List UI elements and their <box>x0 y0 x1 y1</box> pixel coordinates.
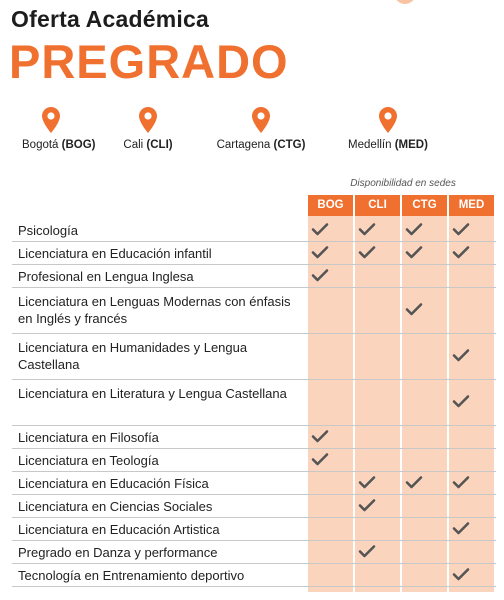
program-name: Licenciatura en Ciencias Sociales <box>18 499 213 514</box>
program-name: Psicología <box>18 223 78 238</box>
decorative-circle <box>394 0 416 4</box>
program-name: Licenciatura en Filosofía <box>18 430 159 445</box>
column-header: CLI <box>355 195 400 216</box>
map-pin-icon <box>252 107 270 133</box>
checkmark-icon <box>452 522 470 535</box>
program-name: Licenciatura en Educación Artistica <box>18 522 220 537</box>
row-divider <box>12 540 496 541</box>
program-name: Licenciatura en Educación Física <box>18 476 209 491</box>
column-header: BOG <box>308 195 353 216</box>
checkmark-icon <box>452 223 470 236</box>
program-name: Pregrado en Danza y performance <box>18 545 218 560</box>
checkmark-icon <box>358 476 376 489</box>
table-row: Licenciatura en Educación Física <box>12 472 496 495</box>
location-cartagena: Cartagena (CTG) <box>213 107 309 151</box>
table-row: Licenciatura en Lenguas Modernas con énf… <box>12 288 496 334</box>
column-ctg: CTG <box>402 195 447 592</box>
checkmark-icon <box>311 223 329 236</box>
table-row: Profesional en Lengua Inglesa <box>12 265 496 288</box>
map-pin-icon <box>379 107 397 133</box>
location-cali: Cali (CLI) <box>122 107 174 151</box>
map-pin-icon <box>42 107 60 133</box>
checkmark-icon <box>405 476 423 489</box>
checkmark-icon <box>311 430 329 443</box>
checkmark-icon <box>311 453 329 466</box>
program-name: Licenciatura en Literatura y Lengua Cast… <box>18 386 287 401</box>
table-row: Licenciatura en Filosofía <box>12 426 496 449</box>
location-medellin: Medellín (MED) <box>344 107 432 151</box>
table-row: Licenciatura en Educación infantil <box>12 242 496 265</box>
checkmark-icon <box>358 246 376 259</box>
row-divider <box>12 333 496 334</box>
location-label: Cali (CLI) <box>123 139 173 151</box>
column-header: CTG <box>402 195 447 216</box>
column-cli: CLI <box>355 195 400 592</box>
checkmark-icon <box>452 395 470 408</box>
table-row: Licenciatura en Literatura y Lengua Cast… <box>12 380 496 426</box>
row-divider <box>12 471 496 472</box>
table-row: Licenciatura en Teología <box>12 449 496 472</box>
table-row: Licenciatura en Humanidades y Lengua Cas… <box>12 334 496 380</box>
checkmark-icon <box>452 246 470 259</box>
checkmark-icon <box>358 545 376 558</box>
checkmark-icon <box>452 476 470 489</box>
table-row: Licenciatura en Ciencias Sociales <box>12 495 496 518</box>
column-med: MED <box>449 195 494 592</box>
row-divider <box>12 563 496 564</box>
row-divider <box>12 448 496 449</box>
column-bog: BOG <box>308 195 353 592</box>
column-header: MED <box>449 195 494 216</box>
program-name: Licenciatura en Teología <box>18 453 159 468</box>
program-name: Profesional en Lengua Inglesa <box>18 269 194 284</box>
checkmark-icon <box>311 246 329 259</box>
page-title: Oferta Académica <box>11 6 209 32</box>
row-divider <box>12 586 496 587</box>
location-bogota: Bogotá (BOG) <box>22 107 96 151</box>
location-label: Medellín (MED) <box>348 139 428 151</box>
checkmark-icon <box>452 349 470 362</box>
table-row: Tecnología en Entrenamiento deportivo <box>12 564 496 587</box>
row-divider <box>12 287 496 288</box>
program-name: Licenciatura en Humanidades y Lengua Cas… <box>18 340 248 372</box>
page-subtitle: PREGRADO <box>9 35 289 88</box>
table-row: Pregrado en Danza y performance <box>12 541 496 564</box>
table-row: Licenciatura en Educación Artistica <box>12 518 496 541</box>
row-divider <box>12 494 496 495</box>
checkmark-icon <box>358 223 376 236</box>
row-divider <box>12 264 496 265</box>
table-row: Psicología <box>12 219 496 242</box>
location-label: Bogotá (BOG) <box>22 139 96 151</box>
checkmark-icon <box>405 303 423 316</box>
program-name: Tecnología en Entrenamiento deportivo <box>18 568 245 583</box>
program-name: Licenciatura en Lenguas Modernas con énf… <box>18 294 291 326</box>
map-pin-icon <box>139 107 157 133</box>
row-divider <box>12 425 496 426</box>
program-name: Licenciatura en Educación infantil <box>18 246 212 261</box>
availability-caption: Disponibilidad en sedes <box>350 178 456 189</box>
checkmark-icon <box>452 568 470 581</box>
location-label: Cartagena (CTG) <box>216 139 306 151</box>
row-divider <box>12 379 496 380</box>
checkmark-icon <box>405 223 423 236</box>
checkmark-icon <box>358 499 376 512</box>
checkmark-icon <box>405 246 423 259</box>
checkmark-icon <box>311 269 329 282</box>
row-divider <box>12 241 496 242</box>
row-divider <box>12 517 496 518</box>
